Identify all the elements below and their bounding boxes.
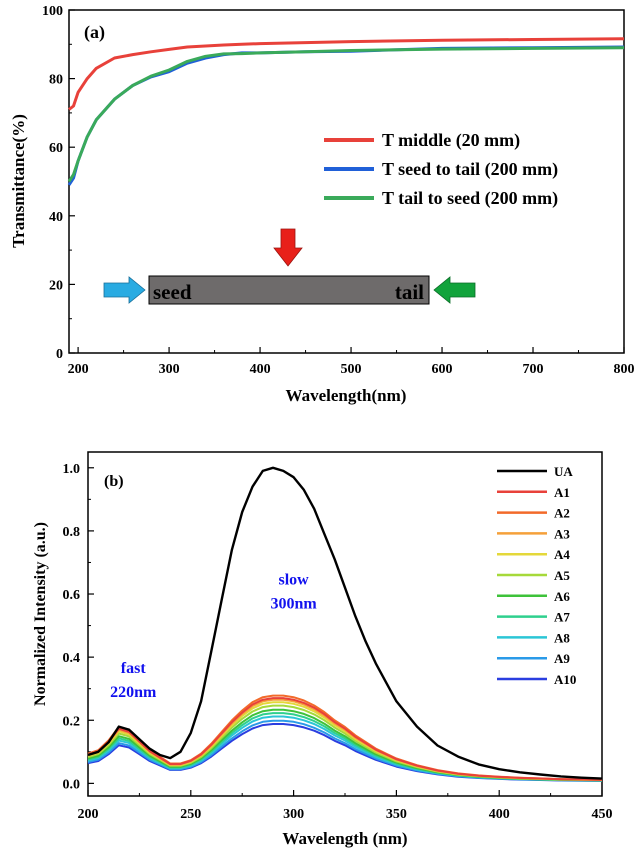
panel-a-legend: T middle (20 mm) T seed to tail (200 mm)… <box>324 130 558 209</box>
panel-b-series-lines <box>87 466 603 782</box>
crystal-schematic: seed tail <box>103 228 476 305</box>
panel-a-y-ticks: 0 20 40 60 80 100 <box>42 4 75 362</box>
legend-b-label-a2: A2 <box>554 506 570 521</box>
panel-b-y-axis-label: Normalized Intensity (a.u.) <box>32 522 49 706</box>
legend-b-label-a1: A1 <box>554 485 570 500</box>
left-arrow-icon <box>433 276 476 304</box>
peak-annotation: fast <box>121 660 147 677</box>
panel-a-series-lines <box>67 37 625 186</box>
x-tick-label: 600 <box>432 362 453 377</box>
peak-annotation: 300nm <box>270 596 317 613</box>
panel-b-x-axis-label: Wavelength (nm) <box>282 829 407 848</box>
y-tick-label: 0 <box>56 347 63 362</box>
y-tick-label: 60 <box>49 141 63 156</box>
x-tick-label: 700 <box>523 362 544 377</box>
panel-b-label: (b) <box>104 473 124 490</box>
right-arrow-icon <box>103 276 146 304</box>
y-tick-label: 40 <box>49 210 63 225</box>
x-tick-label: 400 <box>250 362 271 377</box>
y-tick-label: 0.2 <box>63 714 81 729</box>
x-tick-label: 450 <box>592 807 613 822</box>
crystal-seed-label: seed <box>153 280 192 304</box>
y-tick-label: 0.4 <box>63 651 81 666</box>
y-tick-label: 0.6 <box>63 588 81 603</box>
panel-a-x-ticks: 200 300 400 500 600 700 800 <box>68 347 635 377</box>
y-tick-label: 0.0 <box>63 777 81 792</box>
legend-b-label-a10: A10 <box>554 672 576 687</box>
x-tick-label: 350 <box>386 807 407 822</box>
y-tick-label: 80 <box>49 73 63 88</box>
x-tick-label: 200 <box>78 807 99 822</box>
crystal-tail-label: tail <box>395 280 424 304</box>
legend-b-label-a7: A7 <box>554 610 570 625</box>
legend-a-label-seed-to-tail: T seed to tail (200 mm) <box>382 159 558 180</box>
y-tick-label: 1.0 <box>63 462 81 477</box>
y-tick-label: 20 <box>49 278 63 293</box>
legend-a-label-middle: T middle (20 mm) <box>382 130 520 151</box>
peak-annotation: 220nm <box>110 684 157 701</box>
x-tick-label: 800 <box>614 362 635 377</box>
panel-a: (a) 200 300 400 500 600 700 800 0 20 40 60 80 100 W… <box>9 4 635 405</box>
y-tick-label: 0.8 <box>63 525 81 540</box>
x-tick-label: 400 <box>489 807 510 822</box>
x-tick-label: 500 <box>341 362 362 377</box>
panel-a-x-axis-label: Wavelength(nm) <box>286 386 407 405</box>
legend-b-label-a5: A5 <box>554 568 570 583</box>
legend-b-label-a8: A8 <box>554 630 570 645</box>
panel-b-y-ticks: 0.0 0.2 0.4 0.6 0.8 1.0 <box>63 462 94 792</box>
peak-annotation: slow <box>278 572 309 589</box>
legend-b-label-a3: A3 <box>554 526 570 541</box>
panel-b-x-ticks: 200 250 300 350 400 450 <box>78 790 613 822</box>
legend-b-label-ua: UA <box>554 464 573 479</box>
legend-b-label-a9: A9 <box>554 651 570 666</box>
legend-b-label-a4: A4 <box>554 547 570 562</box>
series-line-a1 <box>87 697 603 781</box>
x-tick-label: 300 <box>283 807 304 822</box>
panel-b-legend: UA A1 A2 A3 A4 A5 A6 A7 A8 A9 A10 <box>497 464 576 687</box>
series-line-a7 <box>87 712 603 782</box>
panel-b: (b) 200 250 300 350 400 450 0.0 0.2 0.4 0.6 0.8 1.… <box>32 451 613 848</box>
x-tick-label: 300 <box>159 362 180 377</box>
series-line-t-middle-20-mm <box>68 37 625 111</box>
crystal-bar <box>148 275 430 305</box>
panel-b-annotations: fast 220nm slow 300nm <box>110 572 317 701</box>
series-line-ua <box>87 466 603 780</box>
legend-a-label-tail-to-seed: T tail to seed (200 mm) <box>382 188 558 209</box>
legend-b-label-a6: A6 <box>554 589 570 604</box>
x-tick-label: 250 <box>180 807 201 822</box>
panel-a-label: (a) <box>84 22 105 43</box>
panel-a-y-axis-label: Transmittance(%) <box>9 114 28 248</box>
series-line-t-tail-to-seed-200-mm <box>67 46 625 183</box>
down-arrow-icon <box>273 228 303 267</box>
y-tick-label: 100 <box>42 4 63 19</box>
x-tick-label: 200 <box>68 362 89 377</box>
